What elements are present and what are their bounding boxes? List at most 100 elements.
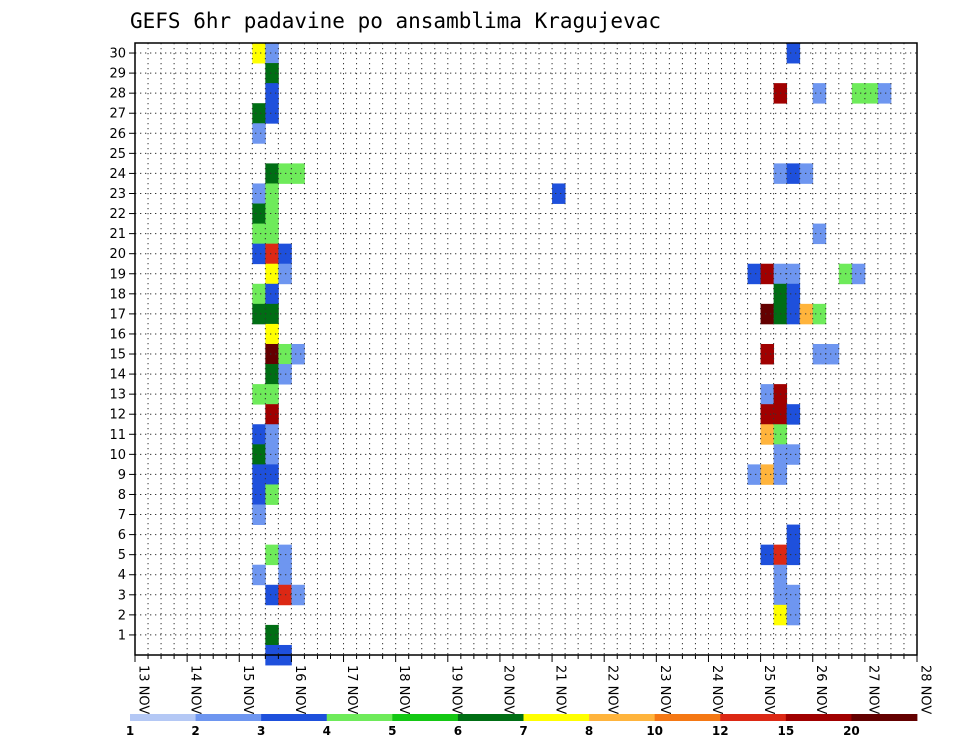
colorbar-segment [130, 714, 196, 721]
colorbar-label: 15 [777, 724, 794, 738]
y-tick-label: 24 [109, 167, 126, 182]
colorbar-label: 1 [126, 724, 134, 738]
y-tick-label: 16 [109, 327, 126, 342]
heatmap-cell [252, 43, 266, 64]
y-tick-label: 17 [109, 307, 126, 322]
y-tick-label: 25 [109, 147, 126, 162]
y-tick-label: 9 [118, 468, 126, 483]
y-tick-label: 20 [109, 247, 126, 262]
y-tick-label: 19 [109, 267, 126, 282]
y-tick-label: 6 [118, 528, 126, 543]
heatmap-cell [265, 364, 279, 385]
heatmap-cell [252, 183, 266, 204]
heatmap-cell [252, 223, 266, 245]
x-tick-label: 18 NOV [396, 665, 411, 714]
heatmap-cell [864, 83, 879, 104]
colorbar-segment [392, 714, 459, 721]
x-tick-label: 14 NOV [188, 665, 203, 714]
colorbar-segment [851, 714, 918, 721]
x-tick-label: 28 NOV [918, 665, 933, 714]
heatmap-cell [760, 263, 775, 285]
colorbar-segment [589, 714, 656, 721]
heatmap-cell [851, 263, 866, 285]
y-tick-label: 28 [109, 87, 126, 102]
colorbar-label: 8 [585, 724, 593, 738]
heatmap-cell [252, 564, 266, 586]
y-tick-label: 29 [109, 67, 126, 82]
heatmap-cell [252, 203, 266, 224]
heatmap-cell [252, 484, 266, 505]
x-tick-label: 21 NOV [553, 665, 568, 714]
y-tick-label: 3 [118, 588, 126, 603]
y-tick-label: 4 [118, 568, 126, 583]
heatmap-cell [265, 243, 279, 265]
heatmap-cell [851, 83, 866, 104]
heatmap-cell [252, 444, 266, 465]
heatmap-cell [265, 444, 279, 465]
heatmap-cell [786, 163, 801, 184]
heatmap-cell [265, 384, 279, 405]
x-tick-label: 17 NOV [344, 665, 359, 714]
heatmap-cell [760, 343, 775, 365]
heatmap-cell [265, 263, 279, 285]
y-tick-label: 5 [118, 548, 126, 563]
heatmap-cell [252, 303, 266, 325]
heatmap-cell [291, 584, 305, 606]
y-tick-label: 12 [109, 408, 126, 423]
colorbar-label: 10 [646, 724, 663, 738]
heatmap-cell [265, 323, 279, 345]
heatmap-cell [252, 103, 266, 124]
y-tick-label: 30 [109, 47, 126, 62]
heatmap-cell [252, 123, 266, 144]
y-tick-label: 14 [109, 368, 126, 383]
heatmap-cell [265, 544, 279, 566]
heatmap-cell [265, 404, 279, 425]
heatmap-cell [760, 464, 775, 485]
heatmap-cell [786, 524, 801, 546]
heatmap-cell [265, 484, 279, 505]
heatmap-cell [825, 343, 840, 365]
x-tick-label: 23 NOV [657, 665, 672, 714]
x-tick-label: 19 NOV [448, 665, 463, 714]
colorbar-label: 6 [454, 724, 462, 738]
heatmap-cell [265, 303, 279, 325]
colorbar-segment [785, 714, 852, 721]
heatmap-cell [786, 444, 801, 465]
heatmap-cell [812, 83, 827, 104]
chart-title: GEFS 6hr padavine po ansamblima Kragujev… [130, 9, 661, 33]
heatmap-cell [786, 604, 801, 626]
heatmap-cell [265, 464, 279, 485]
x-tick-label: 26 NOV [813, 665, 828, 714]
colorbar-segment [326, 714, 393, 721]
heatmap-cell [760, 544, 775, 566]
colorbar-label: 5 [388, 724, 396, 738]
heatmap-cell [812, 303, 827, 325]
x-tick-label: 15 NOV [240, 665, 255, 714]
heatmap-cell [265, 83, 279, 104]
colorbar-segment [195, 714, 262, 721]
y-tick-label: 8 [118, 488, 126, 503]
colorbar-label: 7 [519, 724, 527, 738]
y-tick-label: 7 [118, 508, 126, 523]
colorbar-segment [261, 714, 328, 721]
plot-grid [135, 43, 917, 655]
y-tick-label: 26 [109, 127, 126, 142]
heatmap-cell [786, 404, 801, 425]
heatmap-cell [265, 183, 279, 204]
y-tick-label: 23 [109, 187, 126, 202]
heatmap-cell [799, 163, 814, 184]
heatmap-cell [265, 163, 279, 184]
heatmap-cell [252, 243, 266, 265]
heatmap-cell [252, 384, 266, 405]
heatmap-cell [760, 384, 775, 405]
colorbar-segment [523, 714, 590, 721]
colorbar-segment [654, 714, 721, 721]
y-tick-label: 15 [109, 348, 126, 363]
y-tick-label: 22 [109, 207, 126, 222]
heatmap-cell [747, 263, 761, 285]
heatmap-cell [265, 584, 279, 606]
heatmap-cell [265, 63, 279, 84]
y-tick-label: 1 [118, 628, 126, 643]
heatmap-cell [291, 163, 305, 184]
